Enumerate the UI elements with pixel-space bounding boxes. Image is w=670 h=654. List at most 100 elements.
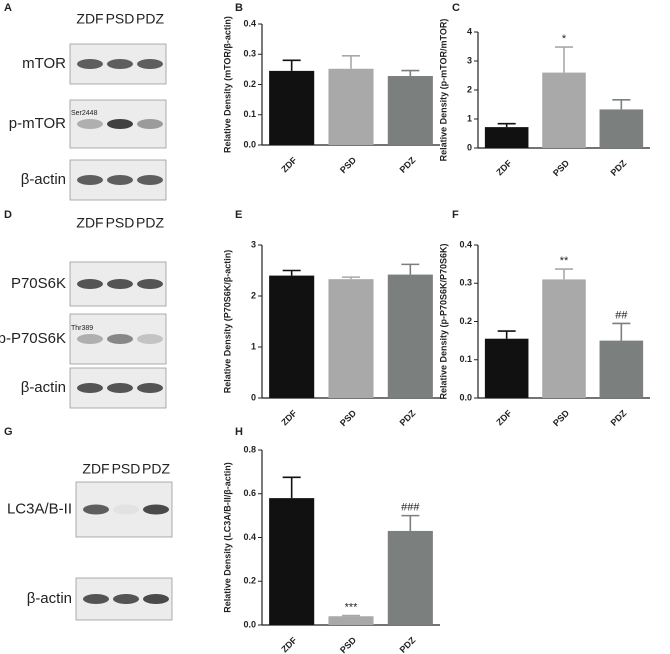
blot-band — [137, 119, 163, 129]
x-tick-label: PSD — [338, 408, 359, 429]
y-tick-label: 0 — [467, 142, 472, 152]
bar — [387, 274, 433, 398]
x-tick-label: PSD — [551, 158, 572, 179]
x-tick-label: ZDF — [279, 155, 299, 175]
bar — [484, 127, 529, 148]
error-bar — [282, 59, 301, 71]
row-label: β-actin — [21, 171, 66, 188]
y-tick-label: 0.0 — [243, 139, 256, 149]
y-tick-label: 1 — [251, 341, 256, 351]
blot-band — [83, 594, 109, 604]
blot-band — [107, 279, 133, 289]
y-tick-label: 0.3 — [459, 278, 472, 288]
blot-band — [107, 59, 133, 69]
significance-marker: ### — [401, 502, 420, 514]
blot-band — [107, 175, 133, 185]
panel-letter: F — [452, 209, 459, 221]
blot-band — [77, 334, 103, 344]
bar — [387, 530, 433, 625]
error-bar — [555, 268, 573, 280]
row-superscript: Thr389 — [71, 325, 93, 332]
lane-label: PDZ — [136, 11, 164, 27]
blot-band — [77, 175, 103, 185]
blot-band — [77, 119, 103, 129]
y-axis-label: Relative Density (mTOR/β-actin) — [222, 16, 232, 153]
lane-label: PSD — [106, 11, 135, 27]
y-tick-label: 1 — [467, 113, 472, 123]
y-axis-label: Relative Density (LC3A/B-II/β-actin) — [222, 462, 232, 613]
bar — [484, 338, 529, 398]
significance-marker: * — [562, 33, 567, 45]
panel-letter: E — [235, 209, 242, 221]
row-superscript: Ser2448 — [71, 110, 98, 117]
lane-label: PDZ — [136, 215, 164, 231]
bar — [269, 275, 315, 398]
panel-letter: C — [452, 2, 460, 14]
row-label: p-P70S6K — [0, 330, 66, 347]
y-tick-label: 0.8 — [243, 444, 256, 454]
bar — [269, 498, 315, 625]
x-tick-label: PDZ — [398, 408, 418, 428]
row-label: mTOR — [22, 55, 66, 72]
y-axis-label: Relative Density (p-P70S6K/P70S6K) — [438, 243, 448, 399]
y-tick-label: 2 — [467, 84, 472, 94]
x-tick-label: PDZ — [609, 158, 629, 178]
blot-band — [107, 119, 133, 129]
error-bar — [401, 69, 420, 77]
y-tick-label: 0.2 — [243, 576, 256, 586]
blot-band — [107, 383, 133, 393]
lane-label: ZDF — [76, 215, 103, 231]
bar — [542, 279, 586, 398]
y-tick-label: 0.6 — [243, 488, 256, 498]
row-label: β-actin — [21, 379, 66, 396]
x-tick-label: PDZ — [609, 408, 629, 428]
blot-band — [143, 594, 169, 604]
y-tick-label: 0.4 — [243, 18, 256, 28]
bar — [328, 616, 374, 625]
y-tick-label: 0.1 — [243, 109, 256, 119]
y-tick-label: 0.4 — [459, 239, 472, 249]
bar — [599, 109, 644, 148]
lane-label: PSD — [106, 215, 135, 231]
lane-label: ZDF — [76, 11, 103, 27]
x-tick-label: ZDF — [279, 408, 299, 428]
blot-band — [137, 334, 163, 344]
blot-band — [107, 334, 133, 344]
x-tick-label: ZDF — [494, 158, 514, 178]
blot-band — [77, 383, 103, 393]
significance-marker: ## — [615, 309, 628, 321]
y-tick-label: 4 — [467, 26, 472, 36]
bar — [328, 68, 374, 145]
y-tick-label: 0 — [251, 392, 256, 402]
significance-marker: ** — [560, 255, 569, 267]
blot-band — [113, 504, 139, 515]
blot-band — [137, 59, 163, 69]
panel-letter: B — [235, 2, 243, 14]
error-bar — [497, 122, 516, 128]
y-tick-label: 2 — [251, 290, 256, 300]
row-label: P70S6K — [11, 275, 66, 292]
x-tick-label: ZDF — [279, 635, 299, 654]
row-label: p-mTOR — [9, 115, 66, 132]
panel-letter: D — [4, 209, 12, 221]
blot-band — [137, 175, 163, 185]
y-tick-label: 0.2 — [243, 79, 256, 89]
blot-band — [137, 279, 163, 289]
y-tick-label: 3 — [467, 55, 472, 65]
blot-band — [77, 279, 103, 289]
blot-band — [113, 594, 139, 604]
bar — [599, 340, 644, 398]
bar — [269, 70, 315, 145]
y-axis-label: Relative Density (P70S6K/β-actin) — [222, 250, 232, 394]
y-tick-label: 0.4 — [243, 532, 256, 542]
error-bar — [612, 99, 631, 110]
error-bar — [612, 322, 631, 341]
error-bar — [282, 476, 301, 499]
error-bar — [282, 269, 301, 276]
error-bar — [401, 514, 420, 531]
row-label: β-actin — [27, 590, 72, 607]
blot-band — [137, 383, 163, 393]
bar — [328, 279, 374, 398]
bar — [542, 72, 586, 148]
y-tick-label: 0.1 — [459, 354, 472, 364]
